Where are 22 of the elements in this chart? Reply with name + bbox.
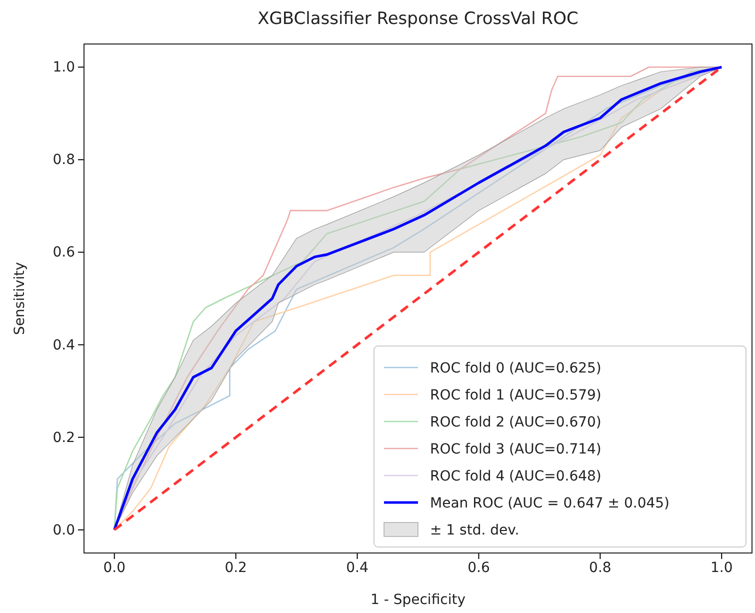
legend-label: ROC fold 1 (AUC=0.579) xyxy=(430,388,602,404)
legend-label: ROC fold 2 (AUC=0.670) xyxy=(430,414,602,430)
y-tick-label: 0.2 xyxy=(52,430,75,446)
x-tick-label: 0.6 xyxy=(468,560,490,576)
chart-title: XGBClassifier Response CrossVal ROC xyxy=(258,9,578,29)
y-tick-label: 0.8 xyxy=(52,152,75,168)
x-tick-label: 0.2 xyxy=(224,560,247,576)
x-axis-title: 1 - Specificity xyxy=(370,592,466,608)
x-tick-label: 0.4 xyxy=(346,560,368,576)
legend-label: ROC fold 3 (AUC=0.714) xyxy=(430,442,602,458)
x-tick-label: 0.8 xyxy=(589,560,612,576)
x-tick-label: 0.0 xyxy=(103,560,126,576)
y-axis-title: Sensitivity xyxy=(12,262,28,335)
legend-label: Mean ROC (AUC = 0.647 ± 0.045) xyxy=(430,496,670,512)
y-tick-label: 0.4 xyxy=(52,337,76,354)
annotation: ± 1 std. dev. xyxy=(430,522,520,538)
legend-label: ROC fold 0 (AUC=0.625) xyxy=(430,360,602,376)
y-tick-label: 0.6 xyxy=(52,244,76,261)
x-tick-label: 1.0 xyxy=(710,560,733,576)
y-tick-label: 0.0 xyxy=(52,522,75,538)
legend-label: ROC fold 4 (AUC=0.648) xyxy=(430,468,602,484)
y-tick-label: 1.0 xyxy=(52,60,75,76)
